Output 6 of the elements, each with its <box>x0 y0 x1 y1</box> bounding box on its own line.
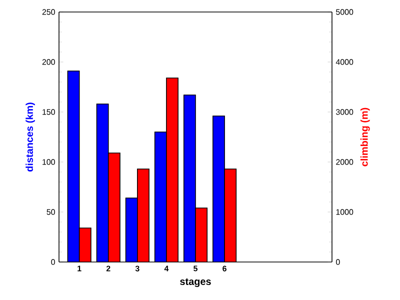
y-axis-title: distances (km) <box>26 102 35 172</box>
y2-axis-title: climbing (m) <box>360 108 370 166</box>
bar <box>184 95 196 262</box>
bar <box>68 71 80 262</box>
x-axis-title: stages <box>180 278 211 288</box>
bar <box>79 228 91 262</box>
